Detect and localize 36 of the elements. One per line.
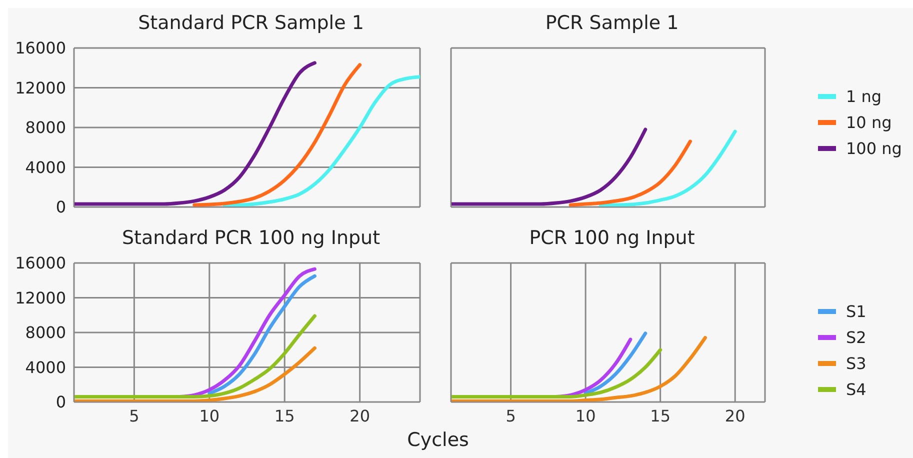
y-tick-label: 16000: [15, 254, 66, 273]
y-tick-label: 4000: [25, 358, 66, 377]
x-tick-label: 5: [506, 406, 516, 426]
legend-label: S1: [845, 300, 866, 322]
line-series: [74, 61, 316, 206]
chart-title: PCR Sample 1: [544, 12, 680, 34]
legend-label: S2: [845, 326, 866, 348]
legend-label: S4: [845, 378, 866, 400]
x-tick-label: 20: [724, 406, 746, 426]
y-tick-label: 12000: [15, 78, 66, 98]
legend-label: 100 ng: [845, 138, 902, 160]
y-tick-label: 0: [56, 392, 66, 412]
x-tick-label: 20: [350, 406, 370, 426]
legend-label: 10 ng: [845, 112, 893, 134]
y-tick-label: 0: [56, 198, 66, 217]
chart-title: PCR 100 ng Input: [528, 227, 696, 249]
chart-title: Standard PCR Sample 1: [137, 12, 365, 34]
x-tick-label: 10: [199, 406, 220, 426]
line-series: [74, 346, 316, 402]
y-tick-label: 8000: [25, 118, 66, 138]
line-series: [192, 63, 362, 207]
y-tick-label: 4000: [25, 158, 66, 177]
line-series: [208, 274, 316, 396]
x-axis-title: Cycles: [406, 429, 470, 451]
y-tick-label: 8000: [25, 323, 66, 342]
x-tick-label: 5: [129, 406, 140, 426]
line-series: [74, 314, 316, 399]
x-tick-label: 15: [274, 406, 295, 426]
chart-title: Standard PCR 100 ng Input: [120, 227, 382, 249]
x-tick-label: 15: [650, 406, 671, 426]
y-tick-label: 12000: [15, 288, 66, 308]
legend-label: 1 ng: [845, 86, 883, 108]
legend-label: S3: [845, 352, 866, 374]
x-tick-label: 10: [575, 406, 596, 426]
line-series: [222, 75, 420, 207]
y-tick-label: 16000: [15, 38, 66, 58]
